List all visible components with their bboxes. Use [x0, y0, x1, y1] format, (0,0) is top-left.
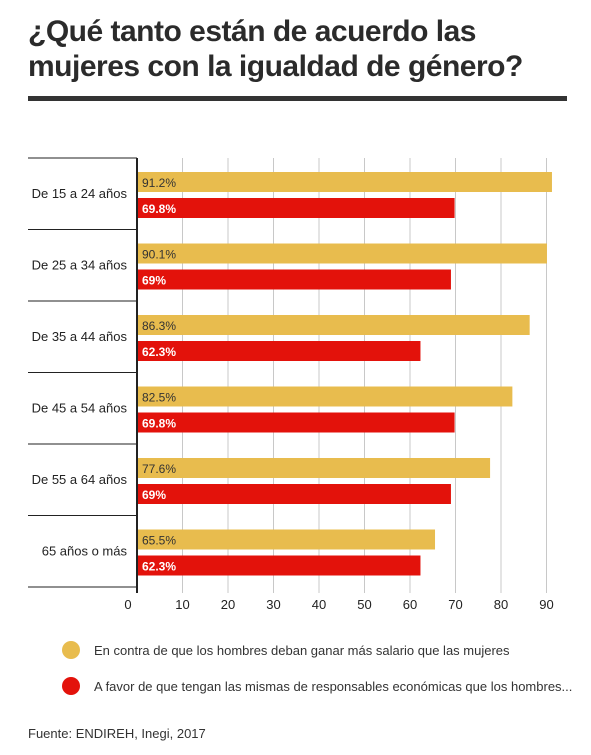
bar-favor	[137, 555, 421, 576]
category-label: De 45 a 54 años	[32, 400, 128, 415]
bar-against	[137, 172, 552, 192]
bar-favor	[137, 412, 455, 433]
title-divider	[28, 96, 567, 101]
x-tick-label: 70	[448, 597, 462, 612]
data-label-against: 77.6%	[142, 462, 176, 476]
data-label-favor: 62.3%	[142, 560, 176, 574]
x-tick-label: 20	[221, 597, 235, 612]
chart-title: ¿Qué tanto están de acuerdo las mujeres …	[28, 15, 523, 83]
category-label: De 55 a 64 años	[32, 472, 128, 487]
x-tick-label: 80	[494, 597, 508, 612]
x-tick-label: 60	[403, 597, 417, 612]
bar-against	[137, 243, 547, 264]
legend-item-favor: A favor de que tengan las mismas de resp…	[62, 676, 572, 696]
x-tick-label: 50	[357, 597, 371, 612]
bar-favor	[137, 198, 455, 218]
category-label: De 25 a 34 años	[32, 257, 128, 272]
x-tick-label: 40	[312, 597, 326, 612]
category-label: 65 años o más	[42, 543, 128, 558]
category-label: De 15 a 24 años	[32, 186, 128, 201]
data-label-favor: 69%	[142, 274, 166, 288]
bar-against	[137, 386, 513, 407]
bar-favor	[137, 484, 451, 504]
data-label-against: 82.5%	[142, 391, 176, 405]
bar-favor	[137, 341, 421, 361]
data-label-favor: 62.3%	[142, 345, 176, 359]
legend-item-against: En contra de que los hombres deban ganar…	[62, 640, 510, 660]
category-label: De 35 a 44 años	[32, 329, 128, 344]
x-tick-label: 0	[124, 597, 131, 612]
data-label-against: 91.2%	[142, 176, 176, 190]
data-label-favor: 69%	[142, 488, 166, 502]
x-tick-label: 10	[175, 597, 189, 612]
data-label-against: 90.1%	[142, 248, 176, 262]
bar-favor	[137, 269, 451, 290]
x-tick-label: 30	[266, 597, 280, 612]
legend-label-against: En contra de que los hombres deban ganar…	[94, 642, 510, 658]
bar-chart: 91.2% 69.8% De 15 a 24 años 90.1% 69% De 25 a…	[28, 157, 554, 612]
bar-against	[137, 315, 530, 335]
legend-dot-against	[62, 641, 80, 659]
data-label-favor: 69.8%	[142, 417, 176, 431]
data-label-favor: 69.8%	[142, 202, 176, 216]
data-label-against: 65.5%	[142, 534, 176, 548]
source-note: Fuente: ENDIREH, Inegi, 2017	[28, 726, 206, 741]
legend-dot-favor	[62, 677, 80, 695]
legend-label-favor: A favor de que tengan las mismas de resp…	[94, 678, 573, 694]
x-tick-label: 90	[539, 597, 553, 612]
bar-against	[137, 458, 491, 478]
data-label-against: 86.3%	[142, 319, 176, 333]
bar-against	[137, 529, 436, 550]
